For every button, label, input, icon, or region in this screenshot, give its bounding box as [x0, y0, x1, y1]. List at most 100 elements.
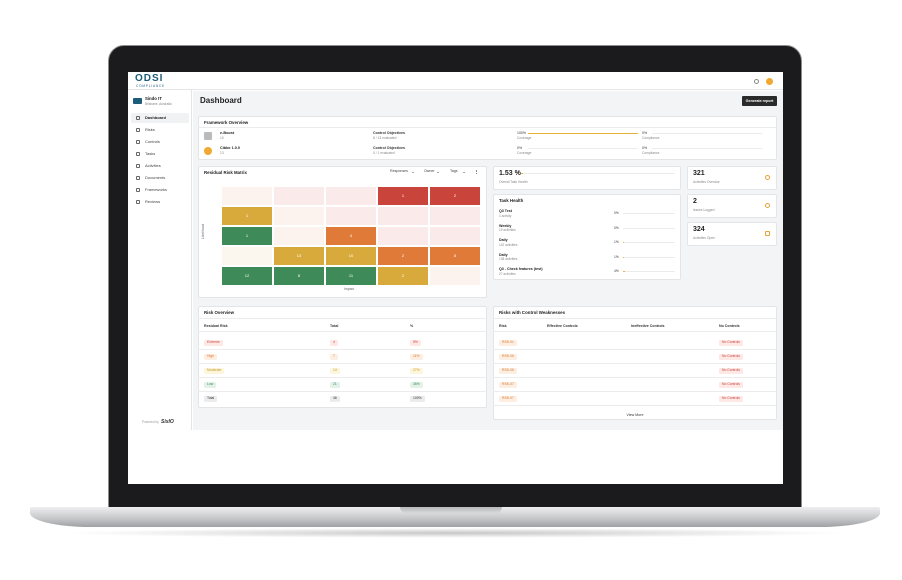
- objectives-label: Control Objectives: [373, 146, 405, 150]
- progress-fill: [528, 133, 638, 135]
- matrix-cell: [378, 227, 428, 245]
- menu-item[interactable]: Risks: [145, 127, 155, 132]
- progress-track: [623, 271, 675, 273]
- task-name: Daily: [499, 252, 508, 257]
- task-sub: 19 activities: [499, 228, 516, 233]
- divider: [493, 376, 777, 377]
- compliance-value: 0%: [642, 146, 648, 150]
- powered-by: Powered by: [142, 420, 159, 424]
- progress-track: [623, 256, 675, 258]
- view-more[interactable]: View More: [626, 413, 644, 417]
- objectives-value: 8 / 13 evaluated: [373, 136, 397, 140]
- card: [198, 116, 777, 160]
- risk-total: 7: [330, 354, 338, 360]
- card: [198, 306, 487, 408]
- card: [493, 194, 681, 280]
- risk-percent: 27%: [410, 368, 423, 374]
- divider: [198, 348, 487, 349]
- task-name: Q3 Test: [499, 209, 512, 213]
- stat-label: Activities Open: [693, 236, 715, 240]
- org-icon: [133, 98, 142, 104]
- risk-percent: 36%: [410, 382, 423, 388]
- matrix-cell: 12: [222, 267, 272, 285]
- risk-percent: 100%: [410, 396, 425, 402]
- framework-icon: [204, 132, 212, 140]
- menu-item[interactable]: Activities: [145, 163, 161, 168]
- matrix-cell: [222, 247, 272, 265]
- task-name: Q3 - Check features (test): [499, 267, 543, 271]
- matrix-cell: [222, 187, 272, 205]
- menu-icon: [136, 140, 140, 144]
- matrix-cell: 1: [222, 227, 272, 245]
- filter-dropdown[interactable]: Owner: [424, 169, 435, 173]
- progress-track: [652, 133, 762, 135]
- matrix-cell: [274, 187, 324, 205]
- avatar[interactable]: [766, 77, 773, 85]
- matrix-cell: [274, 227, 324, 245]
- progress-fill: [623, 271, 626, 273]
- framework-name: e-Boost: [220, 131, 235, 135]
- risk-id[interactable]: RSK-07: [499, 382, 517, 388]
- framework-icon: [204, 147, 212, 155]
- compliance-label: Compliance: [642, 151, 660, 155]
- progress-track: [652, 148, 762, 150]
- table-header: Risk: [499, 324, 507, 328]
- framework-sub: 13: [220, 151, 224, 155]
- menu-dot[interactable]: [476, 171, 477, 172]
- stat-label: Issues Logged: [693, 208, 715, 212]
- matrix-cell: [430, 267, 480, 285]
- progress-track: [623, 227, 675, 229]
- stat-icon: [765, 231, 770, 236]
- settings-icon[interactable]: [754, 79, 759, 84]
- task-percent: 1%: [614, 254, 619, 259]
- divider: [493, 362, 777, 363]
- menu-item[interactable]: Frameworks: [145, 187, 168, 192]
- matrix-cell: 1: [222, 207, 272, 225]
- table-header: Total: [330, 324, 339, 328]
- powered-brand: SixIO: [161, 418, 174, 425]
- menu-icon: [136, 176, 140, 180]
- task-percent: 4%: [614, 269, 619, 273]
- laptop-shadow: [60, 528, 850, 538]
- filter-dropdown[interactable]: Tags: [450, 169, 458, 173]
- divider: [198, 318, 487, 319]
- menu-active-bg: [131, 113, 189, 123]
- menu-item[interactable]: Dashboard: [145, 115, 166, 120]
- progress-track: [623, 242, 675, 244]
- menu-icon: [136, 152, 140, 156]
- menu-item[interactable]: Controls: [145, 139, 160, 144]
- risk-level: Extreme: [204, 340, 223, 346]
- card: [687, 194, 777, 218]
- risk-id[interactable]: RSK-06: [499, 368, 517, 374]
- stat-value: 324: [693, 226, 705, 233]
- risk-id[interactable]: RSK-06: [499, 354, 517, 360]
- matrix-cell: 11: [326, 267, 376, 285]
- menu-dot[interactable]: [476, 172, 477, 174]
- matrix-cell: [430, 227, 480, 245]
- divider: [493, 331, 777, 332]
- divider: [493, 404, 777, 405]
- org-location: Brisbane, Australia: [145, 101, 172, 106]
- caret: [463, 171, 465, 173]
- card-title: Risk Overview: [204, 310, 235, 315]
- divider: [198, 127, 777, 128]
- matrix-cell: 10: [326, 247, 376, 265]
- compliance-label: Compliance: [642, 136, 660, 140]
- filter-dropdown[interactable]: Responses: [390, 169, 408, 173]
- y-axis-label: Likelihood: [201, 223, 205, 239]
- menu-icon: [136, 188, 140, 192]
- menu-item[interactable]: Documents: [145, 175, 166, 180]
- menu-item[interactable]: Reviews: [145, 199, 161, 204]
- risk-id[interactable]: RSK-01: [499, 340, 517, 346]
- stat-value: 2: [693, 198, 697, 205]
- generate-report-button[interactable]: Generate report: [742, 96, 777, 106]
- risk-id[interactable]: RSK-07: [499, 396, 517, 402]
- screen: ODSI COMPLIANCE Sindo IT Brisbane, Australi…: [128, 72, 783, 484]
- matrix-cell: [430, 207, 480, 225]
- no-controls: No Controls: [719, 368, 743, 374]
- menu-item[interactable]: Tasks: [145, 151, 156, 156]
- menu-icon: [136, 128, 140, 132]
- task-percent: 0%: [614, 211, 619, 215]
- overall-label: Overall Task Health: [499, 180, 528, 184]
- menu-dot[interactable]: [476, 169, 477, 171]
